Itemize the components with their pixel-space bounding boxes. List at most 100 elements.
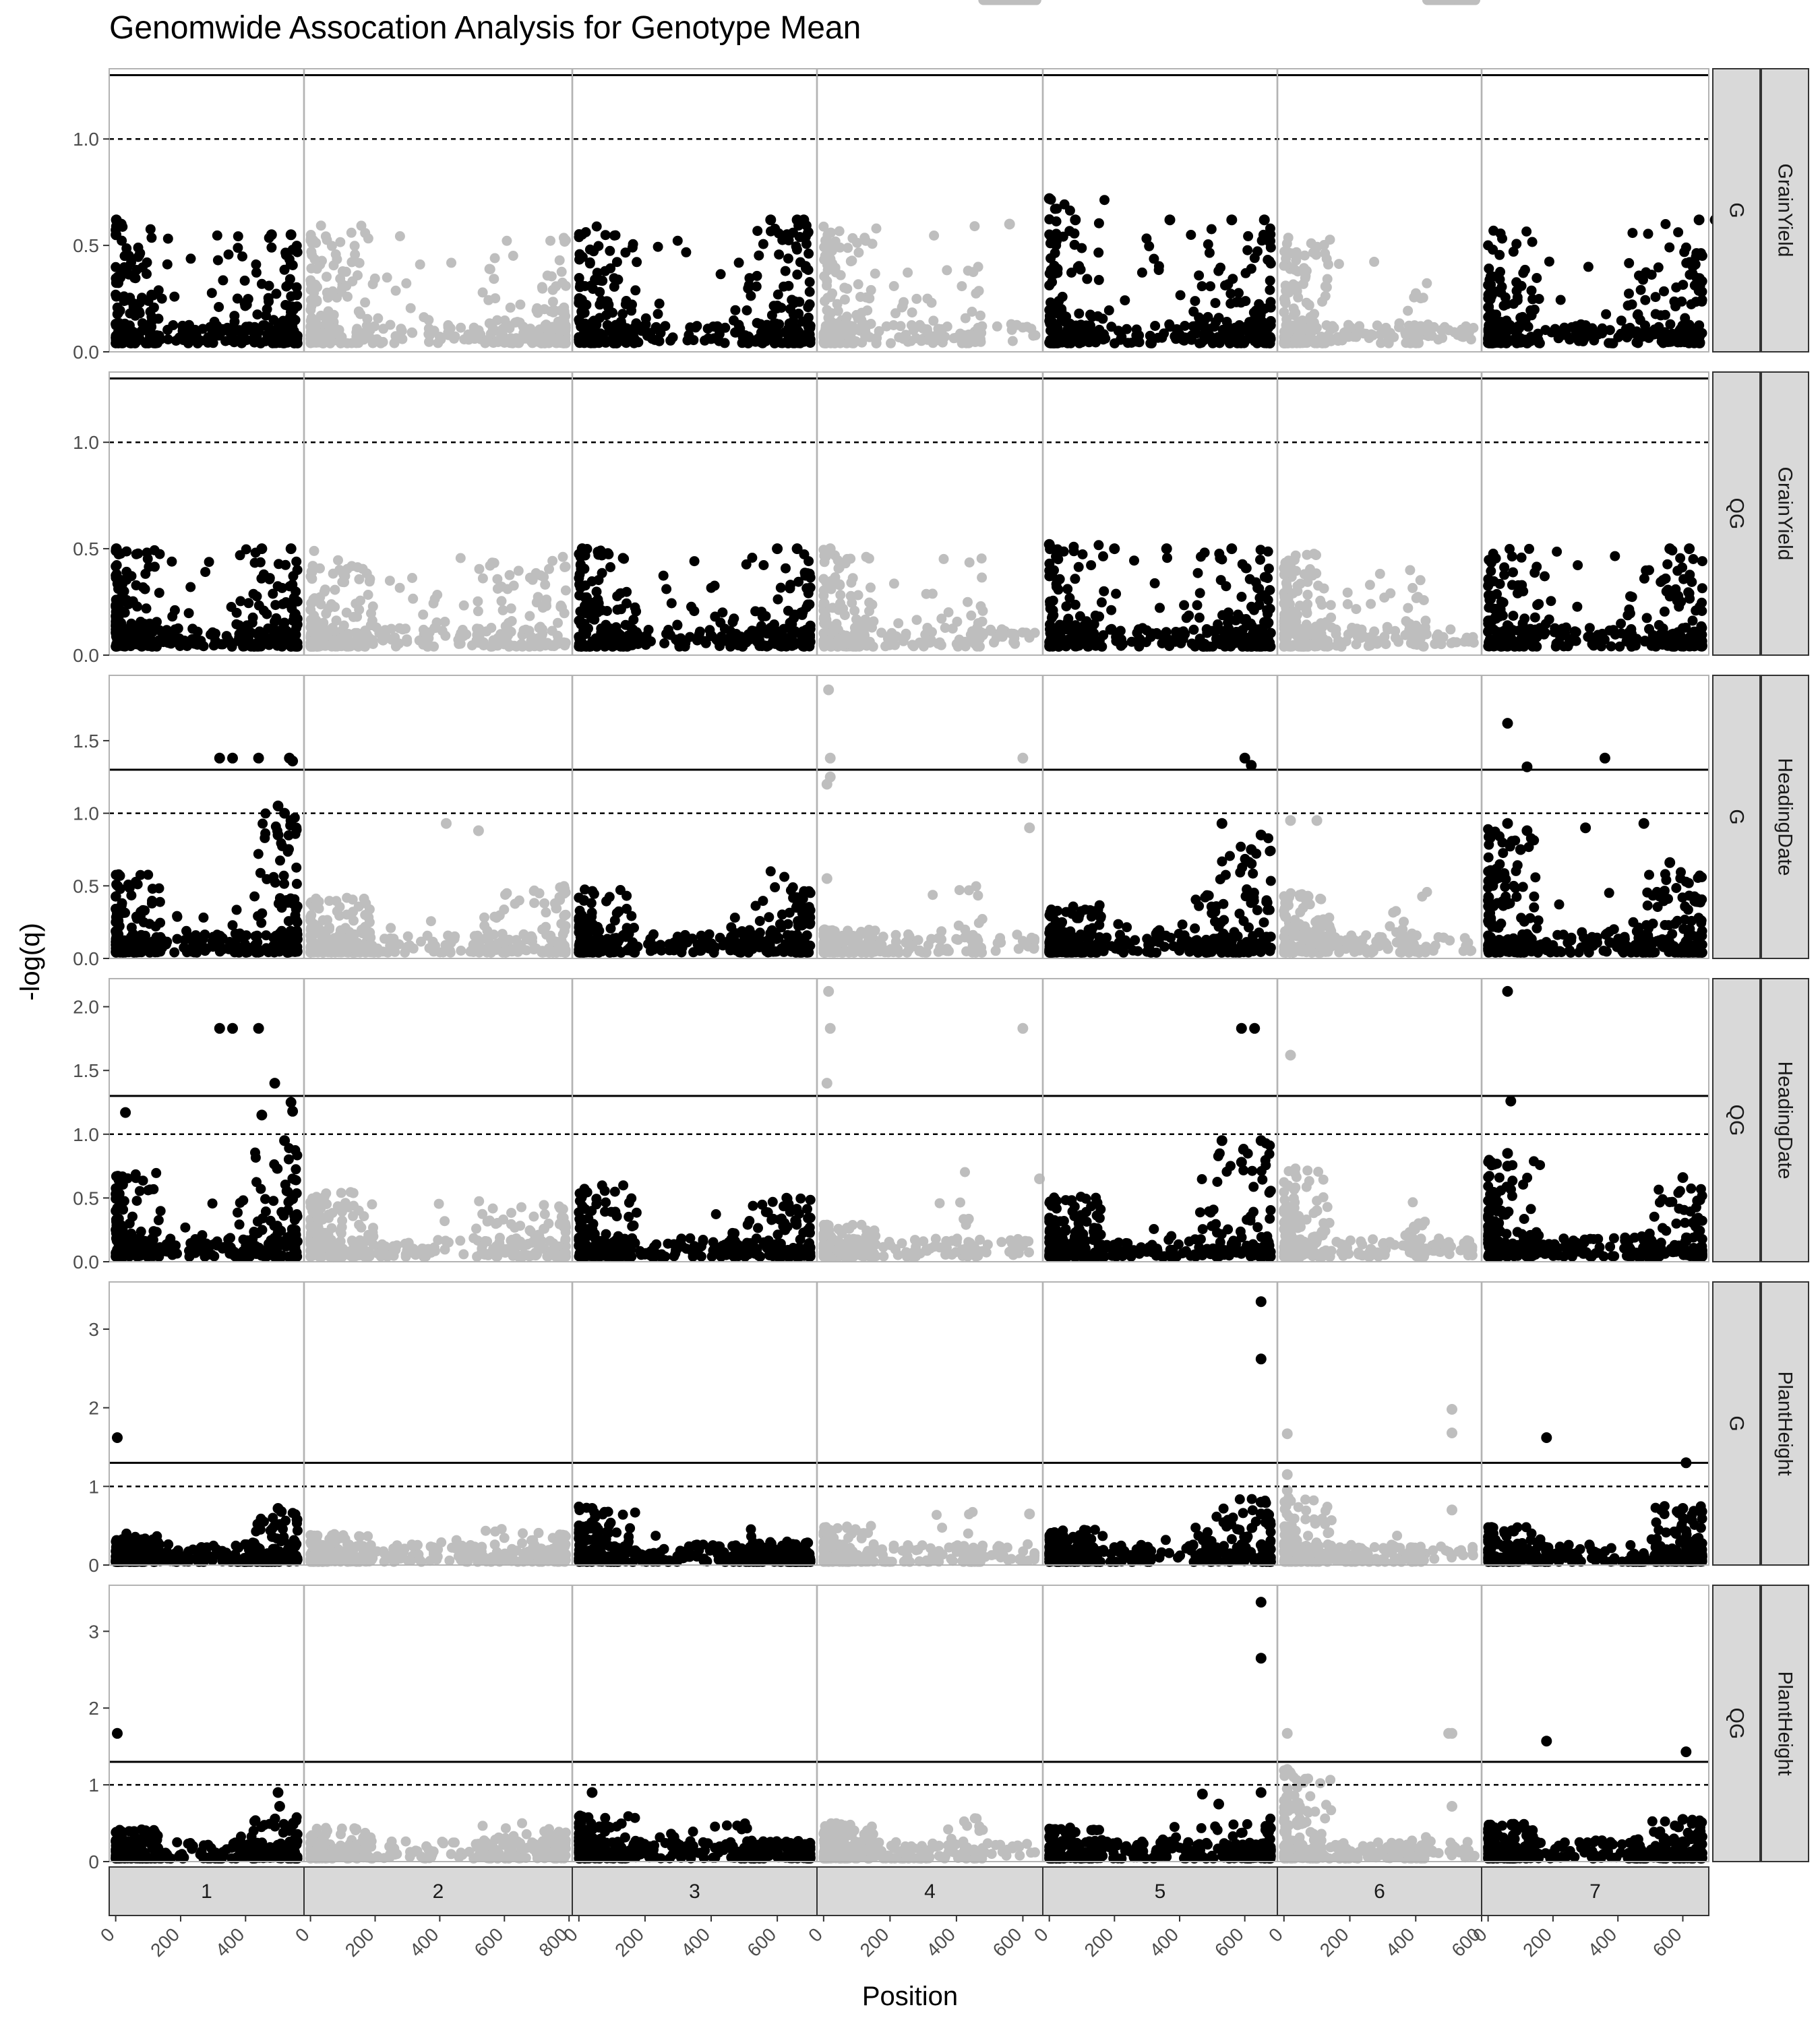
snp-point [206,288,217,299]
snp-point [1215,262,1225,273]
snp-hit-point [576,543,588,555]
snp-point [266,242,277,253]
snp-point [262,304,272,315]
snp-point [1404,625,1415,635]
snp-point [504,570,515,580]
snp-point [1621,636,1632,647]
snp-point [342,563,353,574]
snp-point [1571,327,1581,338]
snp-point [323,293,333,303]
snp-point [605,562,615,572]
snp-point [1093,218,1104,228]
snp-point [551,281,562,292]
snp-hit-point [791,543,803,555]
snp-point [608,330,619,340]
snp-point [864,293,875,304]
snp-point [136,326,147,336]
snp-point [111,600,121,611]
snp-point [145,224,156,235]
snp-point [1265,284,1275,295]
snp-point [1405,565,1416,576]
snp-point [481,335,492,346]
snp-point [544,563,554,574]
snp-point [822,293,833,303]
snp-point [1150,321,1161,331]
chromosome-points-2 [305,545,571,652]
snp-point [263,293,274,303]
snp-point [1194,270,1205,281]
snp-point [162,259,173,270]
snp-point [1520,627,1531,638]
snp-point [343,629,354,639]
snp-point [1422,278,1432,288]
snp-hit-point [1109,543,1120,555]
snp-point [943,607,954,617]
snp-point [1008,628,1019,639]
snp-point [835,270,846,280]
snp-point [964,557,975,568]
snp-point [907,307,917,318]
snp-point [327,330,338,340]
snp-point [1094,324,1105,335]
snp-point [1332,332,1343,343]
snp-point [1544,614,1554,625]
snp-point [791,244,802,255]
snp-point [283,916,294,927]
snp-point [752,637,763,648]
snp-point [1351,604,1362,615]
snp-point [315,563,325,574]
snp-point [666,598,677,609]
snp-point [1098,551,1108,561]
snp-hit-point [1043,193,1055,204]
snp-point [911,293,922,304]
snp-point [898,334,909,344]
snp-point [1010,638,1021,649]
snp-point [328,622,338,633]
snp-point [1241,614,1252,624]
snp-point [783,280,794,291]
snp-point [1045,596,1056,607]
snp-point [1235,634,1246,645]
snp-point [443,327,454,338]
snp-point [1252,246,1263,257]
snp-point [289,611,299,621]
snp-point [797,607,808,617]
snp-point [350,249,361,259]
snp-point [714,336,725,346]
snp-point [1390,625,1401,636]
snp-point [685,322,696,333]
snp-point [126,922,137,933]
snp-point [131,580,142,590]
snp-point [489,253,500,264]
snp-point [1149,578,1160,588]
snp-point [803,248,814,259]
snp-point [1210,298,1221,309]
snp-point [1265,275,1275,286]
snp-point [1070,574,1081,584]
snp-point [715,269,726,280]
snp-point [484,264,495,274]
snp-point [385,319,396,330]
snp-point [576,631,586,642]
snp-point [1204,247,1215,258]
snp-point [1660,219,1671,229]
snp-point [260,631,270,642]
snp-point [1375,329,1386,340]
snp-point [126,890,137,900]
snp-hit-point [1004,218,1015,230]
snp-point [1106,321,1117,332]
snp-point [591,221,602,232]
snp-point [349,241,360,251]
snp-point [1685,593,1695,604]
snp-point [218,275,229,286]
snp-point [866,582,876,593]
snp-point [1646,270,1657,280]
snp-point [612,605,623,615]
snp-point [1491,613,1501,624]
snp-hit-point [1226,543,1238,555]
snp-point [834,226,845,237]
snp-point [826,584,837,594]
snp-point [1291,255,1302,266]
snp-point [1675,553,1686,563]
snp-point [826,627,837,638]
